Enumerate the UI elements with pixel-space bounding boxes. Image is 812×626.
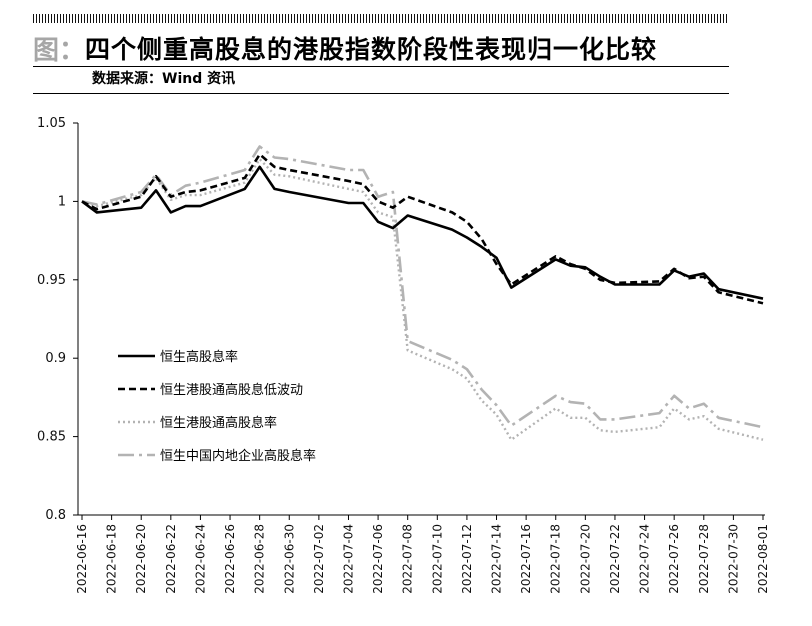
- y-tick-label: 0.95: [37, 273, 66, 288]
- chart-title: 四个侧重高股息的港股指数阶段性表现归一化比较: [85, 35, 658, 64]
- x-tick-label: 2022-07-28: [697, 524, 711, 594]
- x-tick-label: 2022-07-14: [490, 524, 504, 594]
- x-tick-label: 2022-07-04: [341, 524, 355, 594]
- x-tick-label: 2022-07-12: [460, 524, 474, 594]
- legend-label: 恒生中国内地企业高股息率: [160, 448, 316, 464]
- x-tick-label: 2022-07-06: [371, 524, 385, 594]
- x-tick-label: 2022-07-18: [549, 524, 563, 594]
- x-tick-label: 2022-07-08: [401, 524, 415, 594]
- y-tick-label: 1: [58, 194, 66, 209]
- y-tick-label: 0.9: [45, 351, 66, 366]
- y-tick-label: 0.8: [45, 508, 66, 523]
- y-tick-label: 1.05: [37, 116, 66, 131]
- x-tick-label: 2022-07-30: [726, 524, 740, 594]
- x-tick-label: 2022-07-10: [430, 524, 444, 594]
- chart-axes: 1.05 1 0.95 0.9 0.85 0.8 2022-06-16 2022-06-18 2…: [37, 116, 770, 594]
- data-source: 数据来源：Wind 资讯: [92, 71, 236, 87]
- x-tick-label: 2022-06-30: [282, 524, 296, 594]
- series-line: [81, 145, 764, 429]
- series-line: [81, 153, 764, 305]
- x-tick-label: 2022-07-24: [638, 524, 652, 594]
- legend-label: 恒生港股通高股息率: [160, 415, 277, 431]
- legend-label: 恒生港股通高股息低波动: [160, 382, 303, 398]
- header-top-rule: [33, 14, 729, 23]
- x-tick-label: 2022-06-26: [223, 524, 237, 594]
- x-tick-label: 2022-06-24: [193, 524, 207, 594]
- x-tick-label: 2022-07-02: [312, 524, 326, 594]
- series-line: [81, 165, 764, 300]
- series-line: [81, 157, 764, 441]
- x-tick-label: 2022-06-16: [75, 524, 89, 594]
- legend-label: 恒生高股息率: [160, 349, 238, 365]
- y-tick-label: 0.85: [37, 430, 66, 445]
- x-tick-label: 2022-07-22: [608, 524, 622, 594]
- x-tick-label: 2022-06-28: [253, 524, 267, 594]
- x-tick-label: 2022-06-18: [105, 524, 119, 594]
- x-tick-label: 2022-07-26: [667, 524, 681, 594]
- x-tick-label: 2022-08-01: [756, 524, 770, 594]
- figure-label: 图：: [33, 35, 86, 66]
- x-tick-label: 2022-06-20: [134, 524, 148, 594]
- title-row: 图： 四个侧重高股息的港股指数阶段性表现归一化比较: [33, 30, 729, 67]
- source-rule: [33, 93, 729, 94]
- x-tick-label: 2022-06-22: [164, 524, 178, 594]
- x-tick-label: 2022-07-20: [578, 524, 592, 594]
- x-tick-label: 2022-07-16: [519, 524, 533, 594]
- chart-series: [81, 145, 764, 441]
